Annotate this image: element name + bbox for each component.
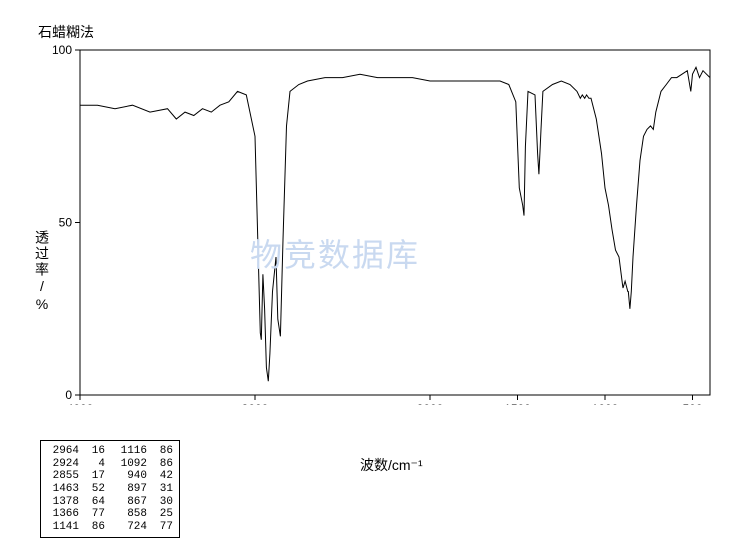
peak-table-row: 1366 77 (47, 508, 105, 521)
peak-transmittance: 52 (87, 483, 105, 496)
svg-text:1000: 1000 (592, 402, 619, 405)
peak-wavenumber: 940 (115, 470, 147, 483)
peak-wavenumber: 867 (115, 496, 147, 509)
peak-wavenumber: 2924 (47, 458, 79, 471)
peak-transmittance: 25 (155, 508, 173, 521)
peak-wavenumber: 1378 (47, 496, 79, 509)
spectrum-svg: 0 50 100 4000 3000 2000 1500 1000 500 (20, 45, 720, 405)
peak-table-row: 2964 16 (47, 445, 105, 458)
peak-transmittance: 17 (87, 470, 105, 483)
svg-text:1500: 1500 (504, 402, 531, 405)
svg-text:2000: 2000 (417, 402, 444, 405)
peak-transmittance: 4 (87, 458, 105, 471)
peak-table-row: 1378 64 (47, 496, 105, 509)
peak-wavenumber: 1366 (47, 508, 79, 521)
peak-transmittance: 86 (155, 445, 173, 458)
svg-text:500: 500 (682, 402, 702, 405)
svg-text:4000: 4000 (67, 402, 94, 405)
peak-wavenumber: 897 (115, 483, 147, 496)
x-axis-label: 波数/cm⁻¹ (360, 455, 423, 475)
peak-transmittance: 30 (155, 496, 173, 509)
peak-table-row: 940 42 (115, 470, 173, 483)
svg-text:0: 0 (65, 388, 72, 402)
peak-transmittance: 64 (87, 496, 105, 509)
peak-table: 2964 16 2924 4 2855 17 1463 52 1378 64 1366 77 1141 8… (40, 440, 180, 538)
peak-table-row: 1092 86 (115, 458, 173, 471)
svg-text:50: 50 (59, 216, 73, 230)
peak-wavenumber: 1463 (47, 483, 79, 496)
y-axis-label: 透过率/% (32, 230, 52, 314)
peak-transmittance: 31 (155, 483, 173, 496)
peak-transmittance: 86 (87, 521, 105, 534)
ir-spectrum-chart: 05010040003000200015001000500 透过率/% 波数/c… (20, 45, 720, 425)
peak-table-row: 867 30 (115, 496, 173, 509)
peak-table-row: 1463 52 (47, 483, 105, 496)
peak-wavenumber: 1116 (115, 445, 147, 458)
peak-transmittance: 77 (155, 521, 173, 534)
peak-table-row: 1141 86 (47, 521, 105, 534)
peak-wavenumber: 858 (115, 508, 147, 521)
peak-wavenumber: 724 (115, 521, 147, 534)
peak-wavenumber: 2855 (47, 470, 79, 483)
peak-transmittance: 16 (87, 445, 105, 458)
svg-text:100: 100 (52, 45, 72, 57)
svg-text:3000: 3000 (242, 402, 269, 405)
peak-table-row: 1116 86 (115, 445, 173, 458)
peak-table-row: 2855 17 (47, 470, 105, 483)
peak-wavenumber: 1141 (47, 521, 79, 534)
peak-table-row: 724 77 (115, 521, 173, 534)
peak-table-row: 858 25 (115, 508, 173, 521)
peak-transmittance: 86 (155, 458, 173, 471)
peak-wavenumber: 1092 (115, 458, 147, 471)
peak-transmittance: 42 (155, 470, 173, 483)
peak-table-row: 897 31 (115, 483, 173, 496)
peak-table-row: 2924 4 (47, 458, 105, 471)
peak-table-column: 1116 86 1092 86 940 42 897 31 867 30 858 25 724 77 (115, 445, 173, 533)
peak-transmittance: 77 (87, 508, 105, 521)
peak-table-column: 2964 16 2924 4 2855 17 1463 52 1378 64 1366 77 1141 8… (47, 445, 105, 533)
method-title: 石蜡糊法 (38, 22, 94, 42)
peak-wavenumber: 2964 (47, 445, 79, 458)
